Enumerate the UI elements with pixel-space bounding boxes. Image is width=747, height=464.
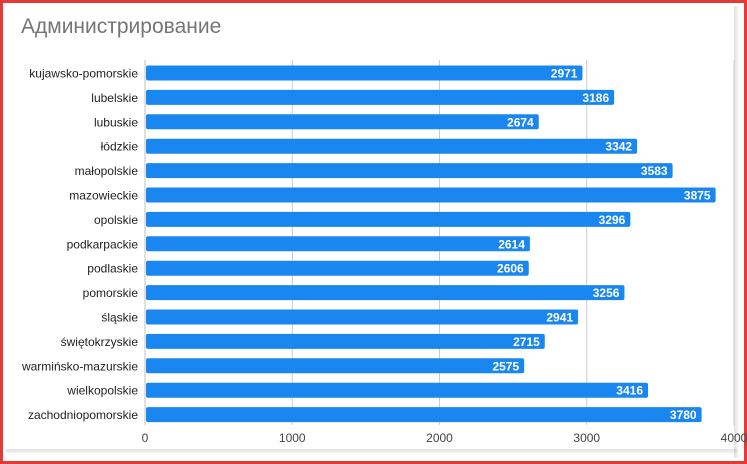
bar bbox=[146, 358, 525, 374]
frame-shadow-right bbox=[734, 6, 740, 458]
category-label: małopolskie bbox=[75, 164, 139, 178]
x-tick-label: 4000 bbox=[721, 431, 747, 445]
x-tick-label: 0 bbox=[142, 431, 149, 445]
bar bbox=[146, 333, 545, 349]
bar-value-label: 3875 bbox=[684, 189, 711, 203]
bar bbox=[146, 163, 673, 179]
category-label: zachodniopomorskie bbox=[28, 408, 138, 422]
category-label: wielkopolskie bbox=[66, 384, 138, 398]
bar-value-label: 3416 bbox=[616, 384, 643, 398]
bars: 2971 3186 2674 3342 3583 3875 3296 2614 2606 3256… bbox=[146, 65, 716, 423]
category-label: lubuskie bbox=[94, 115, 138, 129]
bar-value-label: 3583 bbox=[641, 164, 668, 178]
bar bbox=[146, 309, 579, 325]
bar-value-label: 2715 bbox=[513, 335, 540, 349]
bar bbox=[146, 89, 615, 105]
x-axis-tick-labels: 0 1000 2000 3000 4000 bbox=[142, 431, 747, 445]
bar-value-label: 2614 bbox=[498, 237, 525, 251]
category-label: podkarpackie bbox=[67, 237, 139, 251]
bar-value-label: 3342 bbox=[605, 140, 632, 154]
bar bbox=[146, 285, 625, 301]
category-label: świętokrzyskie bbox=[61, 335, 139, 349]
bar bbox=[146, 65, 583, 81]
category-label: lubelskie bbox=[91, 91, 138, 105]
category-labels: kujawsko-pomorskie lubelskie lubuskie łódzk… bbox=[21, 67, 138, 423]
x-tick-label: 3000 bbox=[573, 431, 600, 445]
bar-value-label: 3256 bbox=[593, 286, 620, 300]
category-label: warmińsko-mazurskie bbox=[21, 359, 138, 373]
category-label: śląskie bbox=[101, 311, 138, 325]
bar-value-label: 2575 bbox=[492, 359, 519, 373]
bar bbox=[146, 407, 702, 423]
bar-value-label: 2971 bbox=[551, 67, 578, 81]
x-tick-label: 1000 bbox=[279, 431, 306, 445]
bar bbox=[146, 260, 529, 276]
bar bbox=[146, 187, 716, 203]
category-label: pomorskie bbox=[83, 286, 139, 300]
bar-value-label: 3186 bbox=[582, 91, 609, 105]
category-label: opolskie bbox=[94, 213, 138, 227]
bar-value-label: 2606 bbox=[497, 262, 524, 276]
category-label: podlaskie bbox=[87, 262, 138, 276]
category-label: mazowieckie bbox=[69, 189, 138, 203]
bar bbox=[146, 138, 638, 154]
bar bbox=[146, 114, 539, 130]
bar-value-label: 3780 bbox=[670, 408, 697, 422]
bar bbox=[146, 236, 530, 252]
bar bbox=[146, 382, 649, 398]
bar-value-label: 2674 bbox=[507, 115, 534, 129]
category-label: łódzkie bbox=[101, 140, 139, 154]
bar-value-label: 3296 bbox=[599, 213, 626, 227]
x-tick-label: 2000 bbox=[426, 431, 453, 445]
category-label: kujawsko-pomorskie bbox=[29, 67, 138, 81]
chart-title: Администрирование bbox=[21, 15, 222, 38]
bar-value-label: 2941 bbox=[546, 311, 573, 325]
frame-shadow-bottom bbox=[6, 449, 737, 455]
bar bbox=[146, 211, 631, 227]
